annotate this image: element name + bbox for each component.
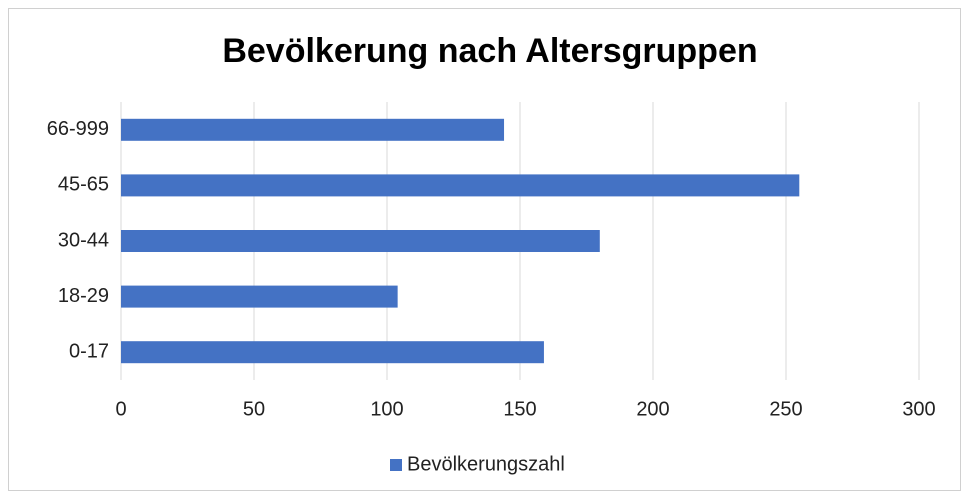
x-tick-label: 0 <box>115 398 126 420</box>
y-tick-label: 0-17 <box>69 340 109 362</box>
legend-swatch <box>390 459 402 471</box>
y-tick-label: 30-44 <box>58 229 109 251</box>
x-tick-label: 200 <box>636 398 669 420</box>
x-tick-label: 50 <box>243 398 265 420</box>
chart-title: Bevölkerung nach Altersgruppen <box>222 32 757 70</box>
x-tick-label: 300 <box>902 398 935 420</box>
bar <box>121 118 505 141</box>
legend-label: Bevölkerungszahl <box>407 453 565 475</box>
y-tick-label: 18-29 <box>58 285 109 307</box>
x-tick-label: 100 <box>370 398 403 420</box>
x-tick-label: 250 <box>769 398 802 420</box>
y-tick-label: 66-999 <box>47 118 109 140</box>
bar <box>121 341 544 364</box>
bar <box>121 285 398 308</box>
y-tick-label: 45-65 <box>58 174 109 196</box>
bar <box>121 174 800 197</box>
bar <box>121 230 600 252</box>
x-tick-label: 150 <box>503 398 536 420</box>
